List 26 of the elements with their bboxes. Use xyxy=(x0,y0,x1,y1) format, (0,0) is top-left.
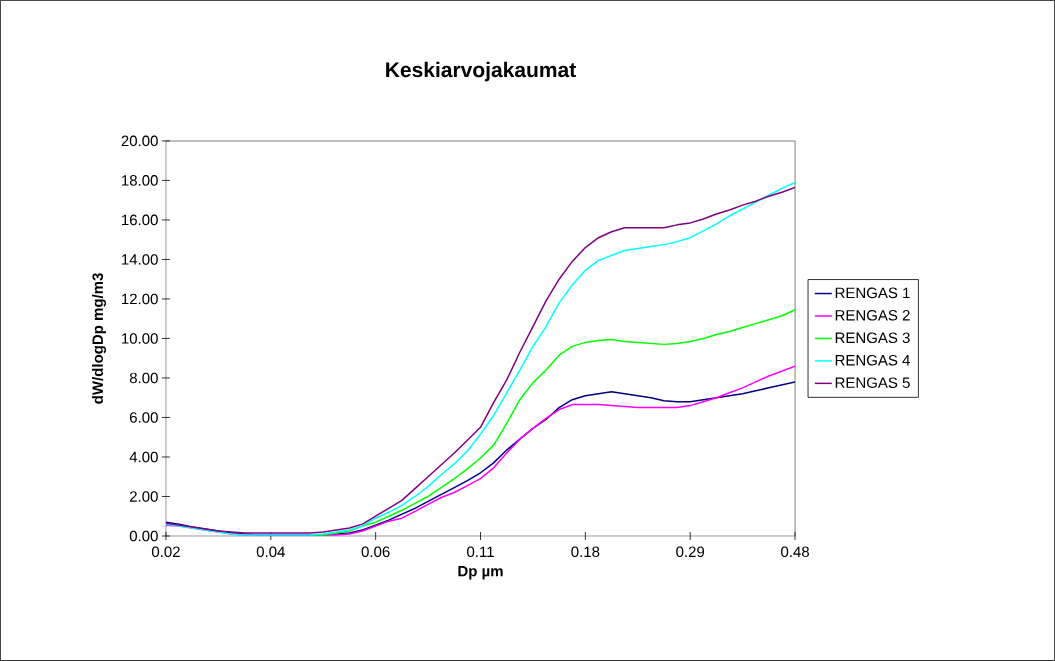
y-tick-label: 14.00 xyxy=(122,254,158,265)
y-tick-label: 20.00 xyxy=(121,135,158,147)
legend-label: RENGAS 5 xyxy=(835,377,910,389)
x-tick-label: 0.18 xyxy=(571,546,600,558)
legend-label: RENGAS 3 xyxy=(835,332,910,344)
y-tick-label: 10.00 xyxy=(122,333,158,344)
legend-label: RENGAS 1 xyxy=(835,287,910,299)
x-tick-label: 0.02 xyxy=(151,546,180,558)
x-tick-label: 0.06 xyxy=(361,546,390,558)
x-tick-label: 0.48 xyxy=(781,546,809,558)
y-tick-label: 8.00 xyxy=(129,372,158,384)
x-tick-label: 0.11 xyxy=(467,546,494,558)
y-tick-label: 0.00 xyxy=(129,530,158,542)
y-tick-label: 4.00 xyxy=(129,451,158,463)
x-axis-title: Dp µm xyxy=(458,566,503,580)
y-tick-label: 2.00 xyxy=(129,491,158,502)
legend-label: RENGAS 4 xyxy=(835,354,910,366)
y-tick-label: 18.00 xyxy=(122,175,158,186)
y-tick-label: 6.00 xyxy=(129,412,158,423)
x-tick-label: 0.29 xyxy=(676,546,705,558)
y-axis-title: dW/dlogDp mg/m3 xyxy=(91,273,107,404)
legend-label: RENGAS 2 xyxy=(835,310,910,321)
y-tick-label: 12.00 xyxy=(122,293,158,305)
x-tick-label: 0.04 xyxy=(256,546,285,558)
chart-title: Keskiarvojakaumat xyxy=(386,61,576,82)
y-tick-label: 16.00 xyxy=(122,214,158,226)
